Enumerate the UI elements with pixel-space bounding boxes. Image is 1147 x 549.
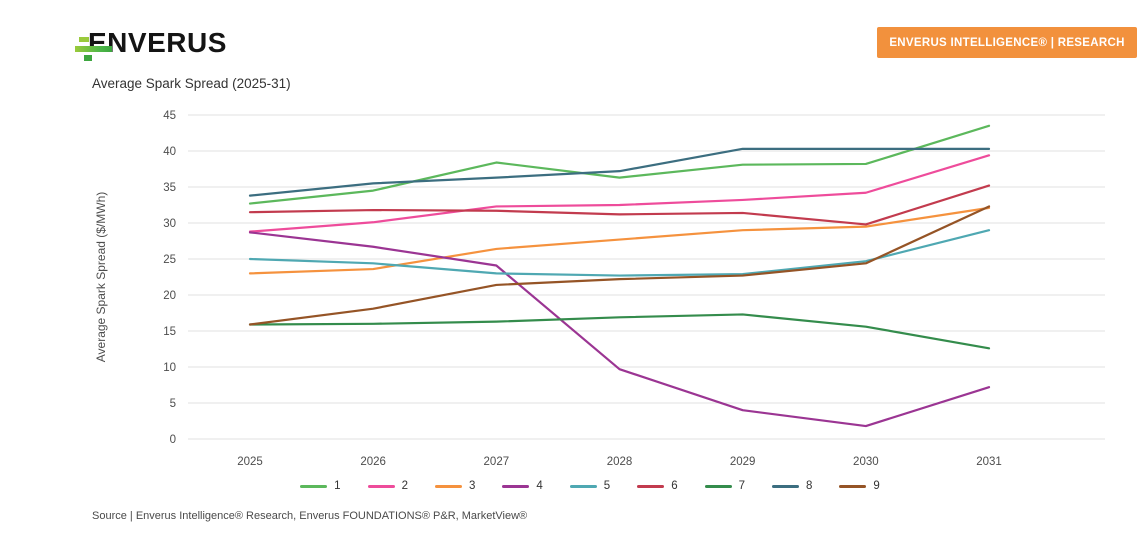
y-tick-label: 40 bbox=[163, 146, 176, 158]
x-tick-label: 2028 bbox=[607, 456, 633, 468]
series-line-7 bbox=[248, 313, 991, 350]
series-line-2 bbox=[248, 154, 991, 233]
series-line-8 bbox=[248, 147, 991, 197]
x-tick-label: 2030 bbox=[853, 456, 879, 468]
logo-green-bar-icon bbox=[75, 46, 112, 52]
legend-swatch-4 bbox=[502, 484, 530, 488]
legend-label-5: 5 bbox=[603, 480, 611, 492]
y-tick-label: 5 bbox=[170, 398, 176, 410]
legend-swatch-8 bbox=[772, 484, 800, 488]
legend-label-8: 8 bbox=[806, 480, 813, 492]
legend-swatch-6 bbox=[637, 484, 665, 488]
y-tick-label: 10 bbox=[163, 362, 176, 374]
legend-item-1: 1 bbox=[300, 480, 341, 492]
y-tick-label: 45 bbox=[163, 110, 176, 122]
legend-label-3: 3 bbox=[468, 480, 476, 492]
legend-item-3: 3 bbox=[434, 480, 476, 492]
legend-item-6: 6 bbox=[637, 480, 678, 492]
legend-label-2: 2 bbox=[401, 480, 408, 492]
series-line-5 bbox=[248, 229, 991, 277]
series-line-1 bbox=[248, 124, 991, 205]
legend-item-5: 5 bbox=[569, 480, 611, 492]
y-tick-label: 30 bbox=[163, 218, 176, 230]
y-tick-label: 15 bbox=[163, 326, 176, 338]
y-tick-label: 0 bbox=[170, 434, 176, 446]
series-line-3 bbox=[248, 206, 991, 275]
legend-swatch-2 bbox=[367, 484, 395, 488]
chart-title: Average Spark Spread (2025-31) bbox=[92, 76, 291, 91]
x-tick-label: 2029 bbox=[730, 456, 756, 468]
y-tick-label: 20 bbox=[163, 290, 176, 302]
series-line-4 bbox=[248, 231, 991, 428]
series-line-6 bbox=[248, 184, 991, 226]
legend-swatch-7 bbox=[704, 484, 732, 488]
x-tick-label: 2025 bbox=[237, 456, 263, 468]
x-tick-label: 2026 bbox=[360, 456, 386, 468]
legend-label-9: 9 bbox=[873, 480, 880, 492]
y-tick-label: 25 bbox=[163, 254, 176, 266]
legend-swatch-5 bbox=[569, 484, 597, 488]
legend-item-9: 9 bbox=[839, 480, 880, 492]
y-axis-title: Average Spark Spread ($/MWh) bbox=[94, 191, 108, 363]
logo-green-square-icon bbox=[84, 55, 92, 61]
legend-item-2: 2 bbox=[367, 480, 408, 492]
enverus-logo: ENVERUS bbox=[75, 26, 275, 62]
y-tick-label: 35 bbox=[163, 182, 176, 194]
intelligence-research-badge: ENVERUS INTELLIGENCE® | RESEARCH bbox=[877, 27, 1137, 58]
source-attribution: Source | Enverus Intelligence® Research,… bbox=[92, 510, 528, 522]
legend-item-7: 7 bbox=[704, 480, 746, 492]
series-line-9 bbox=[248, 205, 991, 326]
logo-wordmark: ENVERUS bbox=[88, 27, 227, 58]
chart-legend: 1 2 3 4 5 6 7 8 9 bbox=[30, 476, 1147, 496]
legend-label-4: 4 bbox=[536, 480, 543, 492]
legend-label-7: 7 bbox=[738, 480, 746, 492]
legend-swatch-3 bbox=[434, 484, 462, 488]
legend-swatch-1 bbox=[300, 484, 328, 488]
legend-label-6: 6 bbox=[671, 480, 678, 492]
legend-item-4: 4 bbox=[502, 480, 543, 492]
legend-label-1: 1 bbox=[334, 480, 341, 492]
x-tick-label: 2027 bbox=[484, 456, 510, 468]
logo-green-dash-icon bbox=[79, 37, 89, 42]
legend-swatch-9 bbox=[839, 484, 867, 488]
legend-item-8: 8 bbox=[772, 480, 812, 492]
x-tick-label: 2031 bbox=[976, 456, 1002, 468]
